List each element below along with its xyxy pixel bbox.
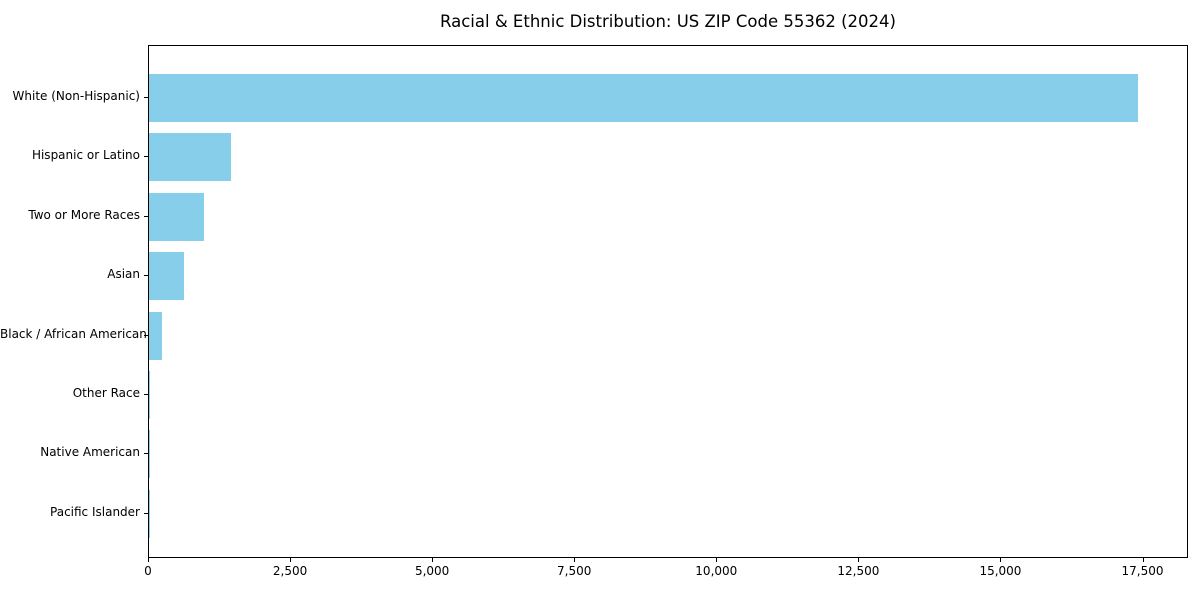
x-tick-mark [858,558,860,562]
plot-area [148,45,1188,558]
y-tick-mark [144,394,148,395]
y-tick-label: Native American [40,445,140,460]
y-tick-mark [144,156,148,158]
y-tick-mark [144,512,148,514]
x-tick-mark [432,558,434,562]
x-tick-mark [716,558,718,562]
x-tick-mark [148,558,149,562]
bar-hispanic-or-latino [149,133,231,182]
x-tick-mark [1000,558,1002,562]
y-tick-mark [144,97,148,98]
x-tick-label: 0 [144,564,152,578]
y-tick-mark [144,334,148,336]
bar-two-or-more-races [149,192,205,241]
y-tick-label: Hispanic or Latino [31,148,140,163]
y-tick-mark [144,215,148,217]
x-tick-label: 15,000 [979,564,1022,578]
y-tick-mark [144,453,148,455]
x-tick-label: 10,000 [695,564,738,578]
y-tick-label: Other Race [72,386,140,400]
bar-asian [149,252,184,301]
y-tick-label: Asian [107,267,140,282]
x-tick-label: 12,500 [837,564,880,578]
x-tick-label: 7,500 [557,564,592,578]
bar-black-african-american [149,311,162,360]
y-tick-label: White (Non-Hispanic) [12,89,140,103]
x-tick-label: 2,500 [272,564,308,578]
x-tick-mark [290,558,292,562]
x-tick-label: 5,000 [414,564,450,578]
y-tick-label: Two or More Races [28,207,140,222]
x-tick-mark [574,558,576,562]
chart-title: Racial & Ethnic Distribution: US ZIP Cod… [440,12,896,31]
x-tick-mark [1142,558,1144,562]
y-tick-label: Black / African American [0,326,147,341]
y-tick-mark [144,275,148,277]
bar-white-non-hispanic [149,74,1138,122]
x-tick-label: 17,500 [1121,564,1164,578]
bar-other-race [149,371,151,419]
y-tick-label: Pacific Islander [50,504,140,519]
